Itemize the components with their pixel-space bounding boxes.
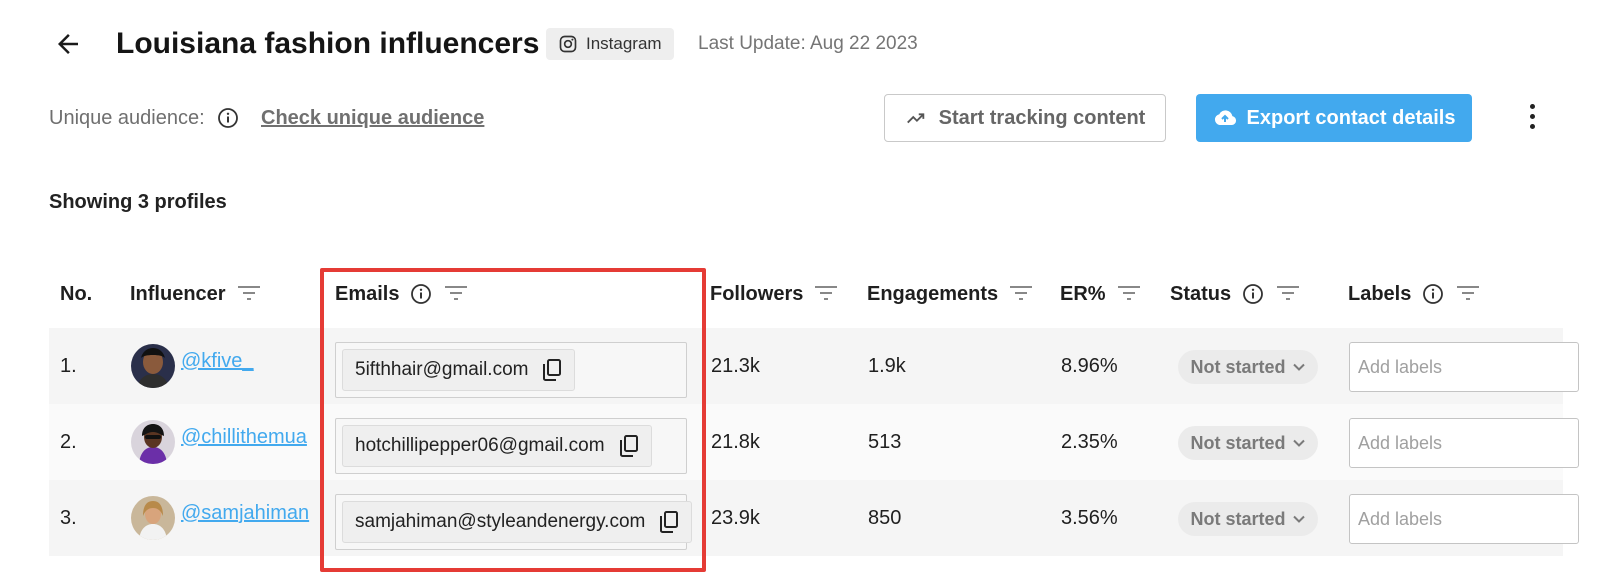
- status-dropdown[interactable]: Not started: [1178, 502, 1318, 536]
- status-dropdown[interactable]: Not started: [1178, 350, 1318, 384]
- column-header-influencer: Influencer: [130, 280, 262, 308]
- filter-icon[interactable]: [813, 282, 839, 306]
- row-number: 3.: [60, 507, 77, 529]
- more-vertical-icon[interactable]: [1521, 98, 1543, 134]
- start-tracking-button[interactable]: Start tracking content: [884, 94, 1166, 142]
- email-chip: hotchillipepper06@gmail.com: [342, 425, 652, 467]
- filter-icon[interactable]: [1455, 282, 1481, 306]
- add-labels-input[interactable]: [1349, 342, 1579, 392]
- showing-count: Showing 3 profiles: [49, 191, 227, 213]
- table-row[interactable]: [49, 328, 1563, 404]
- chevron-down-icon: [1292, 515, 1305, 523]
- column-label: Engagements: [867, 283, 999, 305]
- status-label: Not started: [1190, 356, 1286, 377]
- export-contact-button[interactable]: Export contact details: [1196, 94, 1472, 142]
- email-address: 5ifthhair@gmail.com: [355, 359, 529, 380]
- filter-icon[interactable]: [443, 282, 469, 306]
- column-label: Influencer: [130, 283, 226, 305]
- column-header-status: Status: [1170, 280, 1301, 308]
- column-label: ER%: [1060, 283, 1106, 305]
- back-arrow-icon: [58, 34, 78, 54]
- column-label: Labels: [1348, 283, 1412, 305]
- info-icon[interactable]: [1421, 282, 1445, 306]
- engagements-value: 513: [868, 431, 902, 453]
- status-label: Not started: [1190, 432, 1286, 453]
- email-cell: hotchillipepper06@gmail.com: [335, 418, 687, 474]
- add-labels-input[interactable]: [1349, 418, 1579, 468]
- unique-audience-label: Unique audience:: [49, 107, 205, 129]
- email-chip: 5ifthhair@gmail.com: [342, 349, 576, 391]
- status-label: Not started: [1190, 508, 1286, 529]
- page-title: Louisiana fashion influencers: [116, 27, 540, 60]
- copy-icon[interactable]: [619, 435, 639, 457]
- email-cell: 5ifthhair@gmail.com: [335, 342, 687, 398]
- engagements-value: 850: [868, 507, 902, 529]
- back-button[interactable]: [50, 26, 86, 62]
- engagements-value: 1.9k: [868, 355, 906, 377]
- info-icon[interactable]: [1241, 282, 1265, 306]
- column-header-followers: Followers: [710, 280, 839, 308]
- cloud-upload-icon: [1214, 110, 1236, 125]
- status-dropdown[interactable]: Not started: [1178, 426, 1318, 460]
- influencer-handle[interactable]: @chillithemua: [181, 426, 307, 448]
- copy-icon[interactable]: [659, 511, 679, 533]
- last-update: Last Update: Aug 22 2023: [698, 33, 918, 54]
- column-header-no: No.: [60, 280, 92, 308]
- er-value: 3.56%: [1061, 507, 1118, 529]
- platform-badge: Instagram: [546, 28, 674, 60]
- er-value: 2.35%: [1061, 431, 1118, 453]
- chevron-down-icon: [1292, 439, 1305, 447]
- info-icon[interactable]: [409, 282, 433, 306]
- er-value: 8.96%: [1061, 355, 1118, 377]
- column-label: Emails: [335, 283, 400, 305]
- check-unique-audience-link[interactable]: Check unique audience: [261, 107, 485, 129]
- followers-value: 21.8k: [711, 431, 760, 453]
- avatar[interactable]: [131, 420, 175, 464]
- column-header-emails: Emails: [335, 280, 469, 308]
- column-label: No.: [60, 283, 93, 305]
- followers-value: 21.3k: [711, 355, 760, 377]
- filter-icon[interactable]: [1008, 282, 1034, 306]
- column-label: Status: [1170, 283, 1232, 305]
- email-address: samjahiman@styleandenergy.com: [355, 511, 646, 532]
- start-tracking-label: Start tracking content: [938, 106, 1146, 129]
- add-labels-input[interactable]: [1349, 494, 1579, 544]
- influencer-handle[interactable]: @samjahiman: [181, 502, 310, 524]
- instagram-icon: [559, 35, 577, 53]
- column-header-engagements: Engagements: [867, 280, 1034, 308]
- column-label: Followers: [710, 283, 804, 305]
- avatar[interactable]: [131, 344, 175, 388]
- column-header-er: ER%: [1060, 280, 1142, 308]
- row-number: 2.: [60, 431, 77, 453]
- avatar[interactable]: [131, 496, 175, 540]
- email-cell: samjahiman@styleandenergy.com: [335, 494, 693, 550]
- email-chip: samjahiman@styleandenergy.com: [342, 501, 693, 543]
- chevron-down-icon: [1292, 363, 1305, 371]
- column-header-labels: Labels: [1348, 280, 1481, 308]
- row-number: 1.: [60, 355, 77, 377]
- followers-value: 23.9k: [711, 507, 760, 529]
- copy-icon[interactable]: [542, 359, 562, 381]
- filter-icon[interactable]: [1116, 282, 1142, 306]
- export-contact-label: Export contact details: [1246, 106, 1456, 129]
- filter-icon[interactable]: [236, 282, 262, 306]
- email-address: hotchillipepper06@gmail.com: [355, 435, 605, 456]
- influencer-handle[interactable]: @kfive_: [181, 350, 254, 372]
- filter-icon[interactable]: [1275, 282, 1301, 306]
- trending-up-icon: [906, 113, 924, 124]
- info-icon[interactable]: [216, 106, 240, 135]
- platform-label: Instagram: [586, 34, 662, 53]
